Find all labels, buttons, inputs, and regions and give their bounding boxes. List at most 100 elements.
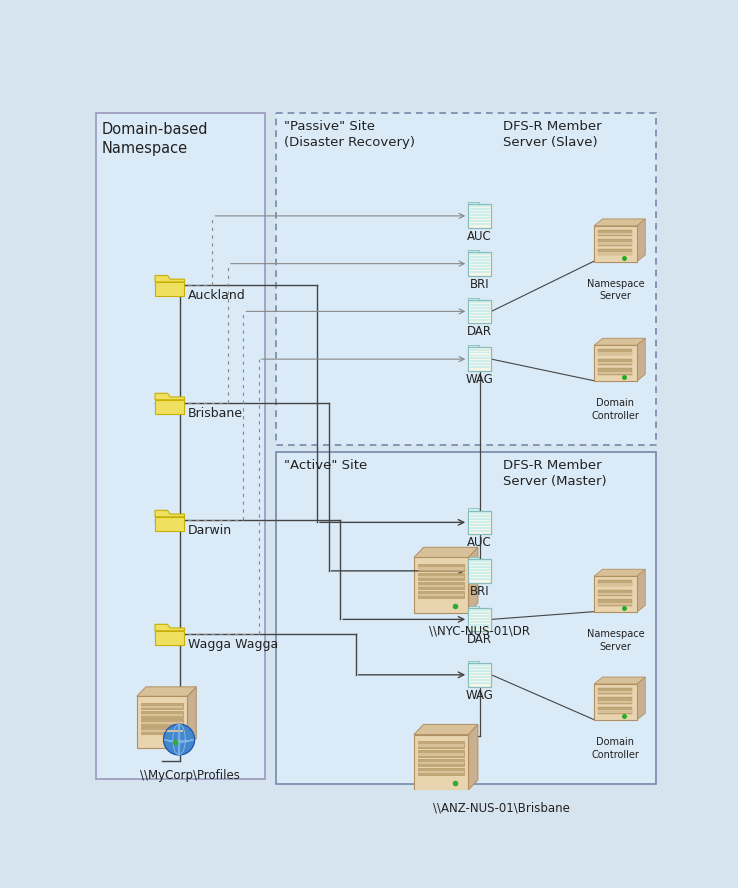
FancyBboxPatch shape <box>469 310 490 312</box>
Polygon shape <box>594 677 645 684</box>
FancyBboxPatch shape <box>469 612 490 614</box>
Polygon shape <box>468 547 478 613</box>
FancyBboxPatch shape <box>468 509 478 511</box>
FancyBboxPatch shape <box>469 572 490 575</box>
FancyBboxPatch shape <box>469 670 490 672</box>
FancyBboxPatch shape <box>469 354 490 356</box>
FancyBboxPatch shape <box>599 701 632 703</box>
FancyBboxPatch shape <box>599 369 632 375</box>
FancyBboxPatch shape <box>469 664 490 666</box>
FancyBboxPatch shape <box>599 229 632 236</box>
FancyBboxPatch shape <box>599 691 632 694</box>
Text: AUC: AUC <box>467 536 492 549</box>
FancyBboxPatch shape <box>594 226 637 262</box>
Polygon shape <box>137 686 196 696</box>
FancyBboxPatch shape <box>468 663 492 686</box>
FancyBboxPatch shape <box>418 576 463 578</box>
FancyBboxPatch shape <box>469 529 490 532</box>
FancyBboxPatch shape <box>599 242 632 245</box>
FancyBboxPatch shape <box>469 253 490 255</box>
FancyBboxPatch shape <box>469 256 490 258</box>
FancyBboxPatch shape <box>469 306 490 309</box>
Text: DAR: DAR <box>467 633 492 646</box>
FancyBboxPatch shape <box>469 319 490 321</box>
Polygon shape <box>155 630 184 645</box>
FancyBboxPatch shape <box>599 249 632 256</box>
FancyBboxPatch shape <box>418 564 463 571</box>
FancyBboxPatch shape <box>469 524 490 526</box>
FancyBboxPatch shape <box>468 606 478 607</box>
Text: \\NYC-NUS-01\DR: \\NYC-NUS-01\DR <box>430 624 531 637</box>
FancyBboxPatch shape <box>418 591 463 598</box>
FancyBboxPatch shape <box>468 250 478 252</box>
FancyBboxPatch shape <box>469 560 490 562</box>
FancyBboxPatch shape <box>599 252 632 255</box>
Polygon shape <box>155 517 184 531</box>
Polygon shape <box>468 725 478 790</box>
FancyBboxPatch shape <box>469 569 490 571</box>
FancyBboxPatch shape <box>469 673 490 675</box>
FancyBboxPatch shape <box>469 627 490 629</box>
FancyBboxPatch shape <box>276 451 655 784</box>
FancyBboxPatch shape <box>469 304 490 305</box>
Polygon shape <box>187 686 196 748</box>
FancyBboxPatch shape <box>418 585 463 587</box>
FancyBboxPatch shape <box>469 679 490 681</box>
FancyBboxPatch shape <box>418 744 463 747</box>
FancyBboxPatch shape <box>469 676 490 678</box>
FancyBboxPatch shape <box>469 618 490 620</box>
FancyBboxPatch shape <box>469 682 490 684</box>
Polygon shape <box>637 338 645 381</box>
Text: \\MyCorp\Profiles: \\MyCorp\Profiles <box>140 769 240 781</box>
FancyBboxPatch shape <box>468 607 492 631</box>
FancyBboxPatch shape <box>141 706 183 708</box>
FancyBboxPatch shape <box>418 750 463 757</box>
Circle shape <box>164 724 195 755</box>
FancyBboxPatch shape <box>469 223 490 226</box>
FancyBboxPatch shape <box>469 358 490 360</box>
FancyBboxPatch shape <box>599 599 632 606</box>
FancyBboxPatch shape <box>468 661 478 663</box>
Polygon shape <box>594 569 645 576</box>
FancyBboxPatch shape <box>141 727 183 734</box>
FancyBboxPatch shape <box>469 313 490 314</box>
FancyBboxPatch shape <box>468 347 492 371</box>
FancyBboxPatch shape <box>468 559 492 583</box>
FancyBboxPatch shape <box>469 301 490 303</box>
FancyBboxPatch shape <box>594 345 637 381</box>
Text: "Active" Site: "Active" Site <box>284 459 368 472</box>
FancyBboxPatch shape <box>599 603 632 605</box>
FancyBboxPatch shape <box>469 609 490 611</box>
FancyBboxPatch shape <box>469 614 490 617</box>
FancyBboxPatch shape <box>594 576 637 613</box>
Text: Namespace
Server: Namespace Server <box>587 279 644 301</box>
FancyBboxPatch shape <box>469 220 490 222</box>
Text: DFS-R Member
Server (Slave): DFS-R Member Server (Slave) <box>503 121 601 149</box>
FancyBboxPatch shape <box>469 367 490 369</box>
Text: Brisbane: Brisbane <box>187 407 243 420</box>
FancyBboxPatch shape <box>469 214 490 216</box>
Text: Auckland: Auckland <box>187 289 245 302</box>
Text: Namespace
Server: Namespace Server <box>587 630 644 652</box>
FancyBboxPatch shape <box>469 515 490 517</box>
Text: DAR: DAR <box>467 325 492 338</box>
FancyBboxPatch shape <box>141 719 183 725</box>
Text: Wagga Wagga: Wagga Wagga <box>187 638 277 651</box>
FancyBboxPatch shape <box>599 361 632 364</box>
FancyBboxPatch shape <box>469 352 490 353</box>
Bar <box>276 113 655 446</box>
FancyBboxPatch shape <box>599 239 632 246</box>
Text: WAG: WAG <box>466 689 494 702</box>
FancyBboxPatch shape <box>418 741 463 749</box>
FancyBboxPatch shape <box>96 113 265 779</box>
Polygon shape <box>155 511 184 517</box>
FancyBboxPatch shape <box>141 722 183 724</box>
FancyBboxPatch shape <box>599 233 632 235</box>
Text: BRI: BRI <box>470 584 489 598</box>
FancyBboxPatch shape <box>468 511 492 535</box>
FancyBboxPatch shape <box>599 707 632 714</box>
FancyBboxPatch shape <box>414 734 468 790</box>
FancyBboxPatch shape <box>469 621 490 622</box>
FancyBboxPatch shape <box>599 359 632 365</box>
Polygon shape <box>155 624 184 630</box>
